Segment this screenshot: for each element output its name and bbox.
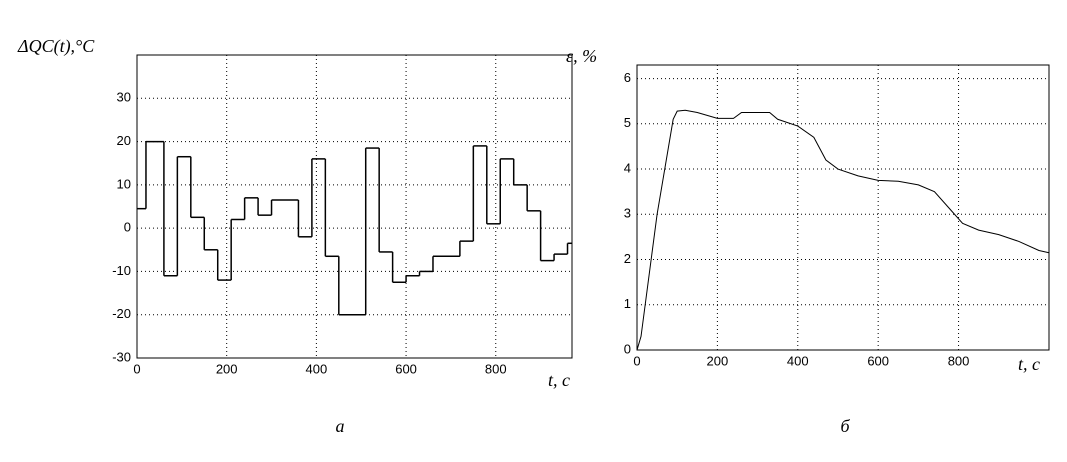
x-tick-label: 0 (633, 353, 640, 368)
x-tick-label: 200 (216, 361, 238, 376)
y-tick-label: 0 (124, 220, 131, 235)
x-tick-label: 600 (395, 361, 417, 376)
y-tick-label: 5 (624, 115, 631, 130)
y-tick-label: 6 (624, 70, 631, 85)
y-tick-label: 2 (624, 251, 631, 266)
x-tick-label: 200 (707, 353, 729, 368)
x-tick-label: 800 (485, 361, 507, 376)
x-tick-label: 600 (867, 353, 889, 368)
y-tick-label: 3 (624, 206, 631, 221)
x-tick-label: 400 (787, 353, 809, 368)
x-axis-label: t, c (548, 370, 570, 390)
caption: б (840, 416, 850, 436)
x-tick-label: 400 (306, 361, 328, 376)
y-tick-label: -30 (112, 349, 131, 364)
y-tick-label: 30 (117, 90, 131, 105)
caption: а (336, 416, 345, 436)
x-tick-label: 800 (948, 353, 970, 368)
y-tick-label: -20 (112, 306, 131, 321)
y-tick-label: 10 (117, 176, 131, 191)
plot-frame (136, 54, 573, 359)
y-tick-label: 0 (624, 341, 631, 356)
line (636, 109, 1050, 351)
x-tick-label: 0 (133, 361, 140, 376)
y-tick-label: 4 (624, 160, 631, 175)
x-axis-label: t, c (1018, 354, 1040, 374)
y-tick-label: 1 (624, 296, 631, 311)
y-axis-label: ΔQC(t),°C (17, 36, 95, 57)
y-tick-label: 20 (117, 133, 131, 148)
y-tick-label: -10 (112, 263, 131, 278)
y-axis-label: ε, % (566, 46, 597, 66)
plot-frame (636, 64, 1050, 351)
